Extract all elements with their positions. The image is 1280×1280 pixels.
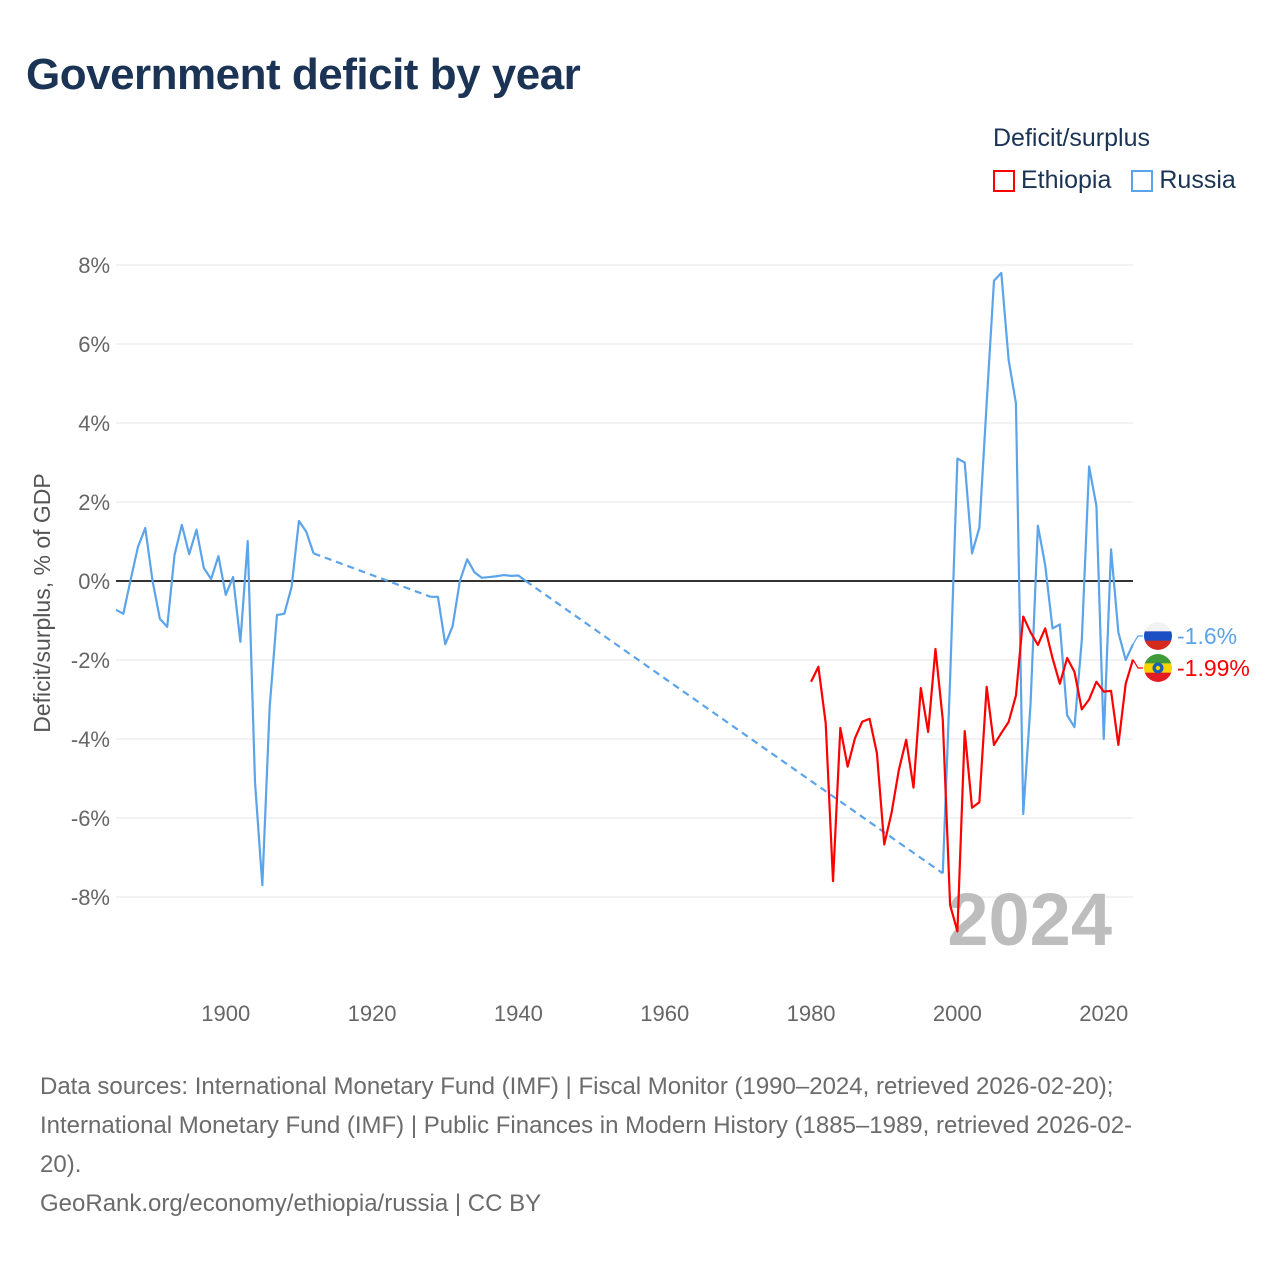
legend-swatch-russia (1131, 169, 1154, 192)
series-line[interactable] (810, 615, 1135, 933)
legend-swatch-ethiopia (993, 169, 1015, 192)
x-tick-label: 1980 (787, 1001, 836, 1026)
legend-item-russia[interactable]: Russia (1131, 166, 1236, 195)
x-tick-label: 2000 (933, 1001, 982, 1026)
ethiopia-flag-icon (1144, 654, 1172, 682)
russia-flag-icon (1144, 622, 1172, 650)
gap-segment (525, 580, 944, 875)
leader-line (1132, 635, 1143, 645)
series-russia (115, 271, 1134, 887)
end-label-russia: -1.6% (1132, 622, 1237, 650)
series-ethiopia (810, 615, 1135, 933)
x-tick-label: 1960 (640, 1001, 689, 1026)
footer: Data sources: International Monetary Fun… (40, 1067, 1240, 1223)
source-line: International Monetary Fund (IMF) | Publ… (40, 1112, 1133, 1139)
legend-item-ethiopia[interactable]: Ethiopia (993, 166, 1111, 195)
gap-segment (313, 552, 431, 598)
y-tick-label: 4% (78, 411, 110, 436)
source-line: Data sources: International Monetary Fun… (40, 1073, 1114, 1100)
attribution-link[interactable]: GeoRank.org/economy/ethiopia/russia | CC… (40, 1190, 542, 1217)
legend: Ethiopia Russia (993, 166, 1236, 195)
y-tick-label: -6% (71, 806, 110, 831)
y-axis-label: Deficit/surplus, % of GDP (29, 473, 55, 732)
legend-title: Deficit/surplus (993, 124, 1150, 152)
y-tick-label: -8% (71, 885, 110, 910)
y-tick-label: -2% (71, 648, 110, 673)
series-line[interactable] (115, 271, 1134, 887)
y-tick-label: 0% (78, 569, 110, 594)
legend-label: Russia (1159, 166, 1236, 194)
year-watermark: 2024 (947, 878, 1112, 961)
y-tick-label: 8% (78, 253, 110, 278)
end-label-ethiopia: -1.99% (1132, 654, 1250, 682)
end-value-label: -1.6% (1177, 623, 1237, 649)
leader-line (1132, 659, 1143, 669)
chart-title: Government deficit by year (26, 50, 581, 99)
y-tick-label: 2% (78, 490, 110, 515)
end-value-label: -1.99% (1177, 655, 1250, 681)
x-tick-label: 2020 (1079, 1001, 1128, 1026)
y-tick-label: -4% (71, 727, 110, 752)
x-tick-label: 1920 (348, 1001, 397, 1026)
legend-label: Ethiopia (1021, 166, 1112, 194)
x-tick-label: 1940 (494, 1001, 543, 1026)
y-tick-label: 6% (78, 332, 110, 357)
x-tick-label: 1900 (201, 1001, 250, 1026)
source-line: 20). (40, 1151, 82, 1178)
